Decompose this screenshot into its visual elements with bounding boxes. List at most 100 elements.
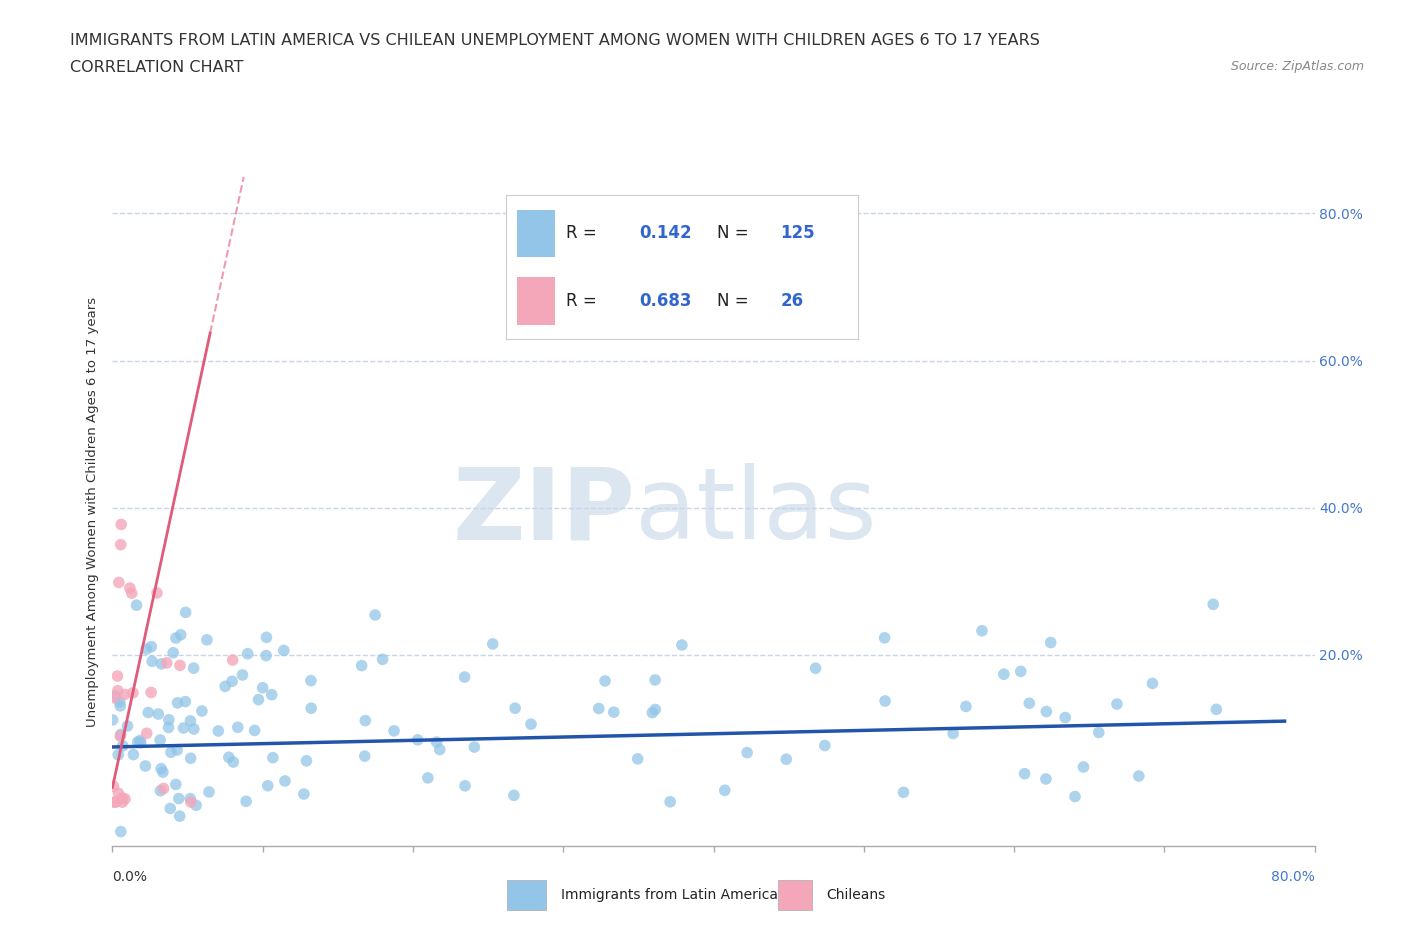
Point: [243, 723, 266, 737]
Point: [503, 788, 526, 803]
Point: [299, 673, 322, 688]
Point: [156, 656, 179, 671]
Point: [463, 739, 485, 754]
Point: [804, 660, 827, 675]
Point: [183, 722, 205, 737]
Point: [247, 692, 270, 707]
Point: [166, 742, 188, 757]
Text: 26: 26: [780, 291, 803, 310]
Point: [1087, 725, 1109, 740]
Point: [218, 750, 240, 764]
Point: [503, 701, 526, 716]
Point: [183, 660, 205, 675]
Point: [107, 748, 129, 763]
Text: N =: N =: [717, 291, 754, 310]
Point: [104, 688, 127, 703]
Point: [453, 670, 475, 684]
Point: [1073, 760, 1095, 775]
Point: [1054, 711, 1077, 725]
Point: [152, 781, 174, 796]
Text: R =: R =: [567, 224, 602, 243]
Point: [152, 764, 174, 779]
Text: 0.683: 0.683: [640, 291, 692, 310]
Text: Immigrants from Latin America: Immigrants from Latin America: [561, 888, 778, 902]
Point: [180, 751, 202, 765]
Point: [167, 791, 190, 806]
Point: [195, 632, 218, 647]
Point: [231, 668, 253, 683]
Point: [221, 674, 243, 689]
Point: [970, 623, 993, 638]
Point: [1018, 696, 1040, 711]
Point: [1202, 597, 1225, 612]
Point: [222, 754, 245, 769]
Text: 80.0%: 80.0%: [1271, 870, 1315, 884]
Point: [671, 638, 693, 653]
Point: [111, 738, 134, 753]
Point: [122, 747, 145, 762]
Point: [103, 795, 125, 810]
Bar: [506, 880, 546, 910]
Point: [256, 778, 278, 793]
Point: [627, 751, 650, 766]
Text: atlas: atlas: [636, 463, 877, 560]
Point: [172, 721, 194, 736]
Point: [644, 702, 666, 717]
Point: [110, 727, 132, 742]
Point: [256, 630, 278, 644]
Point: [454, 778, 477, 793]
Point: [110, 698, 132, 713]
Point: [262, 751, 284, 765]
Y-axis label: Unemployment Among Women with Children Ages 6 to 17 years: Unemployment Among Women with Children A…: [86, 297, 100, 726]
Point: [165, 631, 187, 645]
Text: 0.0%: 0.0%: [112, 870, 148, 884]
Point: [236, 646, 259, 661]
Point: [873, 631, 896, 645]
Point: [141, 654, 163, 669]
Point: [198, 785, 221, 800]
Point: [107, 684, 129, 698]
Point: [1035, 704, 1057, 719]
Point: [382, 724, 405, 738]
Point: [993, 667, 1015, 682]
Point: [814, 738, 837, 753]
Point: [588, 701, 610, 716]
Point: [170, 628, 193, 643]
Point: [103, 690, 125, 705]
Point: [159, 801, 181, 816]
Point: [775, 751, 797, 766]
Point: [942, 726, 965, 741]
Point: [114, 791, 136, 806]
Point: [174, 604, 197, 619]
Point: [180, 795, 202, 810]
Point: [160, 745, 183, 760]
Point: [426, 735, 449, 750]
Point: [110, 538, 132, 552]
Point: [353, 749, 375, 764]
Point: [429, 742, 451, 757]
Point: [110, 517, 132, 532]
Point: [103, 778, 125, 793]
Text: N =: N =: [717, 224, 754, 243]
Point: [295, 753, 318, 768]
Point: [165, 777, 187, 792]
Point: [166, 696, 188, 711]
Point: [214, 679, 236, 694]
Point: [371, 652, 394, 667]
Point: [1105, 697, 1128, 711]
Point: [1014, 766, 1036, 781]
Text: ZIP: ZIP: [453, 463, 636, 560]
Point: [603, 705, 626, 720]
Point: [129, 736, 152, 751]
Point: [299, 700, 322, 715]
Point: [191, 704, 214, 719]
Point: [135, 726, 157, 741]
Point: [127, 735, 149, 750]
Point: [162, 645, 184, 660]
Point: [179, 713, 201, 728]
Point: [481, 636, 503, 651]
Point: [107, 786, 129, 801]
Point: [149, 733, 172, 748]
Point: [735, 745, 758, 760]
Point: [254, 648, 277, 663]
